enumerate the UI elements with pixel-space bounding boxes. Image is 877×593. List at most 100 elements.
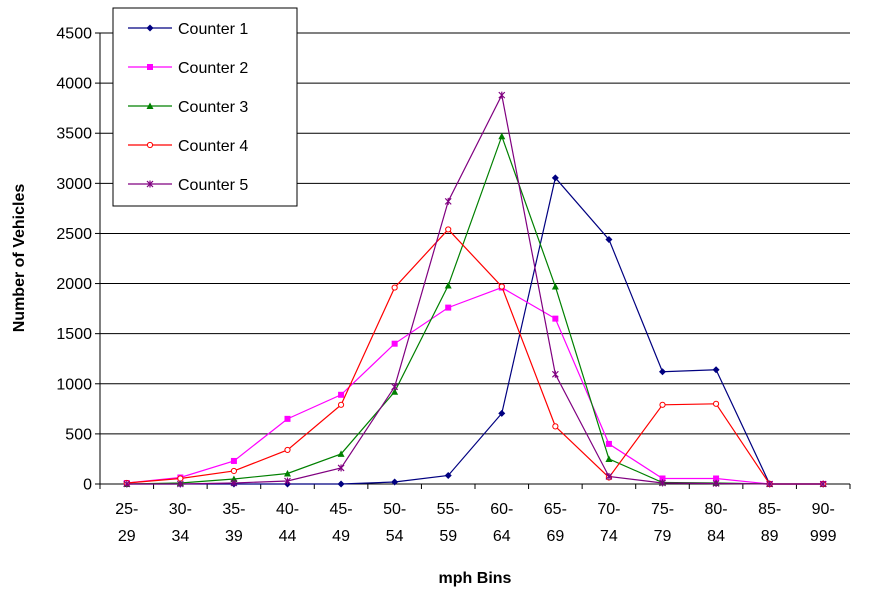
data-point (337, 464, 345, 472)
x-tick-label-line1: 70- (597, 501, 620, 518)
data-point (391, 284, 398, 291)
data-point (230, 467, 238, 475)
x-tick-label-line2: 74 (600, 528, 618, 545)
y-axis-title: Number of Vehicles (11, 184, 28, 333)
legend-marker (146, 180, 154, 188)
x-axis-title: mph Bins (439, 570, 512, 587)
x-tick-label-line1: 90- (812, 501, 835, 518)
legend-entry: Counter 1 (128, 21, 248, 38)
y-tick-label: 3000 (56, 176, 92, 193)
data-point (284, 469, 291, 477)
legend-label: Counter 2 (178, 60, 248, 77)
x-tick-label-line1: 45- (330, 501, 353, 518)
data-point (444, 197, 452, 205)
data-point (552, 423, 559, 430)
x-tick-label-line2: 54 (386, 528, 404, 545)
x-tick-label-line2: 89 (761, 528, 779, 545)
series-line (126, 176, 824, 485)
data-point (337, 480, 345, 488)
data-point (230, 457, 237, 464)
data-point (445, 226, 452, 233)
data-point (391, 383, 399, 391)
data-point (605, 235, 613, 243)
x-tick-label-line2: 39 (225, 528, 243, 545)
y-tick-label: 0 (83, 477, 92, 494)
data-point (284, 446, 291, 454)
data-point (284, 415, 291, 422)
series-2 (123, 284, 827, 487)
data-point (338, 391, 345, 398)
legend-entry: Counter 4 (128, 138, 248, 155)
series-line (126, 93, 824, 485)
data-point (123, 480, 131, 488)
x-tick-label-line1: 80- (705, 501, 728, 518)
data-point (605, 472, 613, 480)
legend-entry: Counter 2 (128, 60, 248, 77)
legend-label: Counter 5 (178, 177, 248, 194)
x-tick-label-line1: 40- (276, 501, 299, 518)
data-point (230, 475, 238, 482)
tick-labels: 0 500 1000 1500 2000 2500 3000 3500 4000 4500 25- 2… (56, 26, 836, 546)
data-point (284, 477, 291, 485)
y-tick-label: 500 (65, 426, 92, 443)
x-tick-label-line2: 29 (118, 528, 136, 545)
data-point (391, 478, 399, 486)
series-1 (123, 174, 827, 488)
legend-marker (146, 24, 154, 32)
data-point (712, 400, 720, 407)
data-point (498, 132, 506, 140)
x-tick-label-line2: 49 (332, 528, 350, 545)
legend-marker (147, 64, 153, 70)
data-point (605, 440, 612, 447)
legend-entry: Counter 3 (128, 99, 248, 116)
data-point (177, 475, 184, 482)
legend-label: Counter 1 (178, 21, 248, 38)
y-tick-label: 2500 (56, 226, 92, 243)
legend-marker (146, 141, 154, 149)
data-point (444, 282, 452, 289)
x-tick-label-line1: 85- (758, 501, 781, 518)
x-tick-label-line2: 69 (546, 528, 564, 545)
data-point (551, 174, 559, 182)
data-point (659, 368, 666, 376)
x-tick-label-line1: 65- (544, 501, 567, 518)
x-tick-label-line1: 25- (115, 501, 138, 518)
data-point (766, 480, 774, 488)
x-tick-label-line2: 44 (279, 528, 297, 545)
series-line (126, 228, 824, 485)
data-point (391, 340, 398, 347)
y-tick-label: 1500 (56, 326, 92, 343)
data-point (551, 283, 559, 290)
series-5 (123, 91, 827, 488)
data-point (498, 409, 506, 417)
data-point (176, 480, 184, 488)
data-point (498, 91, 506, 99)
data-point (552, 315, 559, 322)
data-point (605, 455, 613, 462)
series-4 (123, 226, 827, 488)
legend-label: Counter 3 (178, 99, 248, 116)
x-tick-label-line1: 35- (222, 501, 245, 518)
x-tick-label-line1: 75- (651, 501, 674, 518)
x-tick-label-line2: 59 (439, 528, 457, 545)
y-tick-label: 3500 (56, 126, 92, 143)
data-point (337, 401, 345, 408)
x-tick-label-line1: 55- (437, 501, 460, 518)
legend-box (112, 7, 298, 207)
data-point (819, 480, 827, 488)
y-tick-label: 4500 (56, 26, 92, 43)
data-point (391, 388, 399, 395)
x-tick-label-line1: 50- (383, 501, 406, 518)
x-tick-label-line1: 30- (169, 501, 192, 518)
data-point (230, 479, 238, 487)
data-point (659, 401, 666, 408)
data-point (445, 304, 452, 311)
legend-entry: Counter 5 (128, 177, 248, 194)
x-tick-label-line2: 84 (707, 528, 725, 545)
y-tick-label: 4000 (56, 76, 92, 93)
data-point (337, 450, 345, 457)
x-tick-label-line2: 34 (171, 528, 189, 545)
legend-label: Counter 4 (178, 138, 248, 155)
x-tick-label-line1: 60- (490, 501, 513, 518)
